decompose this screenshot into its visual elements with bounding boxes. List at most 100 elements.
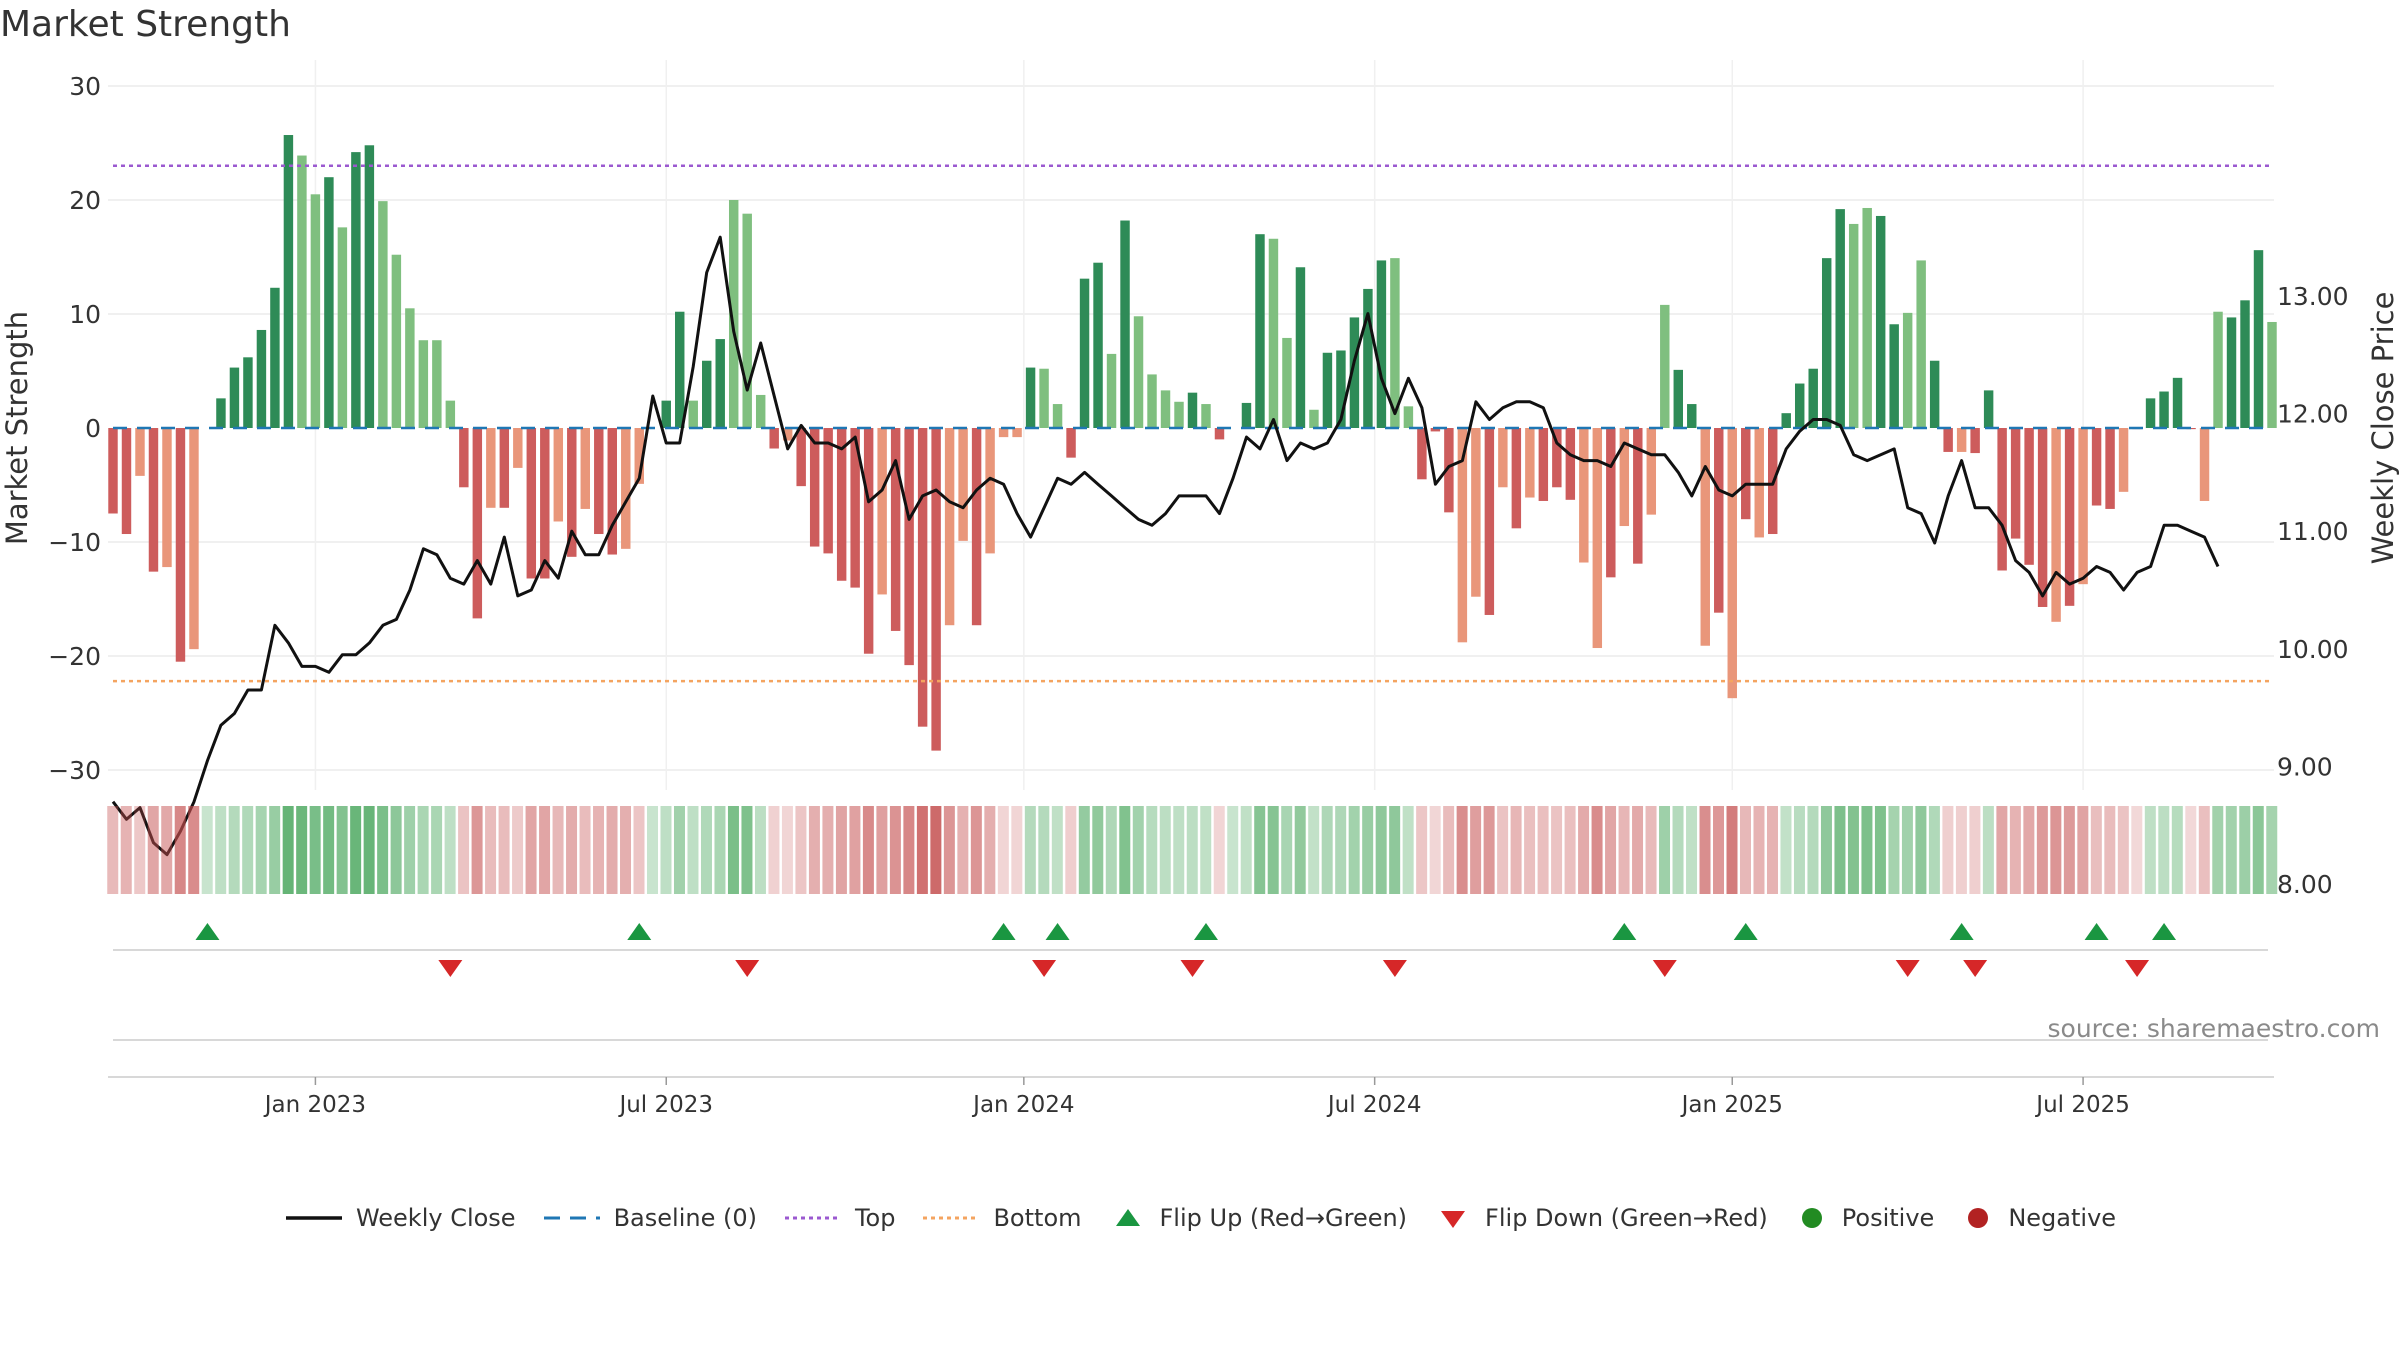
flip-up-marker bbox=[1949, 923, 1974, 940]
heat-cell bbox=[1996, 806, 2008, 894]
strength-bar bbox=[675, 311, 685, 428]
heat-cell bbox=[525, 806, 537, 894]
legend-label: Bottom bbox=[993, 1204, 1082, 1232]
heat-cell bbox=[1686, 806, 1698, 894]
left-tick-label: 0 bbox=[85, 414, 101, 443]
heat-cell bbox=[1591, 806, 1603, 894]
heat-cell bbox=[444, 806, 456, 894]
strength-bar bbox=[580, 428, 591, 509]
heat-cell bbox=[2077, 806, 2089, 894]
heat-cell bbox=[2104, 806, 2116, 894]
strength-bar bbox=[621, 428, 631, 549]
strength-bar bbox=[1862, 207, 1872, 428]
heat-cell bbox=[363, 806, 375, 894]
flip-markers bbox=[113, 923, 2268, 977]
strength-bar bbox=[2267, 321, 2277, 428]
strength-bar bbox=[944, 428, 955, 626]
heat-cell bbox=[579, 806, 591, 894]
strength-bar bbox=[324, 177, 334, 428]
heat-cell bbox=[822, 806, 834, 894]
strength-bar bbox=[1079, 278, 1090, 428]
heat-cell bbox=[741, 806, 753, 894]
strength-bar bbox=[1511, 428, 1522, 529]
strength-bar bbox=[1349, 317, 1360, 428]
strength-bar bbox=[823, 428, 833, 554]
strength-bar bbox=[1174, 401, 1184, 428]
strength-bar bbox=[1956, 428, 1967, 452]
strength-bars bbox=[108, 135, 2277, 751]
heat-cell bbox=[431, 806, 443, 894]
right-tick-label: 13.00 bbox=[2277, 282, 2349, 311]
heat-cell bbox=[215, 806, 227, 894]
heat-cell bbox=[2158, 806, 2170, 894]
heat-cell bbox=[147, 806, 159, 894]
heat-cell bbox=[1645, 806, 1657, 894]
strength-bar bbox=[297, 155, 307, 429]
heat-cell bbox=[1416, 806, 1428, 894]
strength-bar bbox=[1498, 428, 1508, 488]
strength-bar bbox=[2159, 391, 2169, 428]
heat-cell bbox=[1713, 806, 1725, 894]
flip-down-marker bbox=[1652, 960, 1677, 977]
heat-cell bbox=[471, 806, 483, 894]
strength-bar bbox=[2037, 428, 2048, 607]
heat-cell bbox=[2050, 806, 2062, 894]
heat-cell bbox=[1173, 806, 1185, 894]
strength-bar bbox=[796, 428, 806, 487]
strength-bar bbox=[1525, 428, 1535, 498]
heat-cell bbox=[660, 806, 672, 894]
right-tick-label: 11.00 bbox=[2277, 517, 2349, 546]
heat-cell bbox=[350, 806, 362, 894]
heat-cell bbox=[1551, 806, 1563, 894]
heat-cell bbox=[1847, 806, 1859, 894]
strength-bar bbox=[2226, 317, 2237, 428]
source-credit: source: sharemaestro.com bbox=[2047, 1014, 2381, 1043]
heat-cell bbox=[1375, 806, 1387, 894]
right-tick-label: 12.00 bbox=[2277, 400, 2349, 429]
strength-bar bbox=[1983, 390, 1994, 428]
heat-cell bbox=[1024, 806, 1036, 894]
heat-cell bbox=[2144, 806, 2156, 894]
heat-cell bbox=[1443, 806, 1455, 894]
heat-cell bbox=[1739, 806, 1751, 894]
heat-cell bbox=[269, 806, 281, 894]
strength-bar bbox=[1700, 428, 1710, 646]
flip-up-marker bbox=[195, 923, 220, 940]
strength-bar bbox=[1106, 353, 1117, 428]
strength-bar bbox=[1282, 337, 1292, 428]
heat-cell bbox=[808, 806, 820, 894]
heat-cell bbox=[620, 806, 632, 894]
strength-bar bbox=[1592, 428, 1603, 649]
strength-bar bbox=[904, 428, 914, 666]
heat-cell bbox=[2185, 806, 2197, 894]
heat-cell bbox=[1861, 806, 1873, 894]
strength-bar bbox=[1322, 352, 1333, 428]
strength-bar bbox=[1012, 428, 1022, 438]
heat-cell bbox=[282, 806, 294, 894]
heat-cell bbox=[1982, 806, 1994, 894]
legend-label: Flip Down (Green→Red) bbox=[1485, 1204, 1768, 1232]
strength-bar bbox=[607, 428, 617, 555]
right-axis-label: Weekly Close Price bbox=[2366, 292, 2400, 565]
heat-cell bbox=[849, 806, 861, 894]
strength-bar bbox=[985, 428, 995, 554]
heat-cell bbox=[781, 806, 793, 894]
strength-bar bbox=[1660, 304, 1670, 428]
triangle-down-icon bbox=[1441, 1211, 1466, 1228]
heat-cell bbox=[1955, 806, 1967, 894]
flip-down-marker bbox=[438, 960, 463, 977]
heat-cell bbox=[2023, 806, 2035, 894]
strength-bar bbox=[1133, 316, 1144, 428]
strength-bar bbox=[1808, 368, 1818, 428]
heat-cell bbox=[404, 806, 416, 894]
heat-cell bbox=[161, 806, 173, 894]
heat-cell bbox=[1362, 806, 1374, 894]
heat-cell bbox=[2212, 806, 2224, 894]
strength-bar bbox=[135, 428, 145, 476]
heat-cell bbox=[1928, 806, 1940, 894]
strength-bar bbox=[2024, 428, 2034, 565]
heat-cell bbox=[984, 806, 996, 894]
heat-cell bbox=[498, 806, 510, 894]
strength-bar bbox=[742, 213, 752, 428]
x-tick-label: Jul 2023 bbox=[617, 1092, 713, 1118]
